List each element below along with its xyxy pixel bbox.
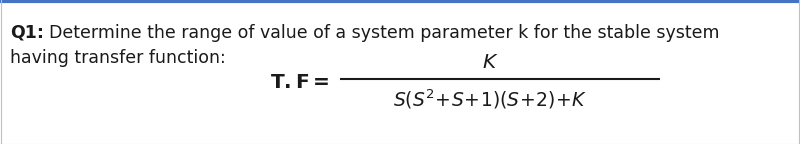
Text: $\mathbf{T.F =}$: $\mathbf{T.F =}$ [270, 72, 330, 91]
Text: Q1:: Q1: [10, 24, 44, 42]
Text: having transfer function:: having transfer function: [10, 49, 226, 67]
Text: $S(S^2\!+\!S\!+\!1)(S\!+\!2)\!+\!K$: $S(S^2\!+\!S\!+\!1)(S\!+\!2)\!+\!K$ [393, 87, 587, 111]
Text: $\mathit{K}$: $\mathit{K}$ [482, 53, 498, 72]
Text: Determine the range of value of a system parameter k for the stable system: Determine the range of value of a system… [38, 24, 719, 42]
